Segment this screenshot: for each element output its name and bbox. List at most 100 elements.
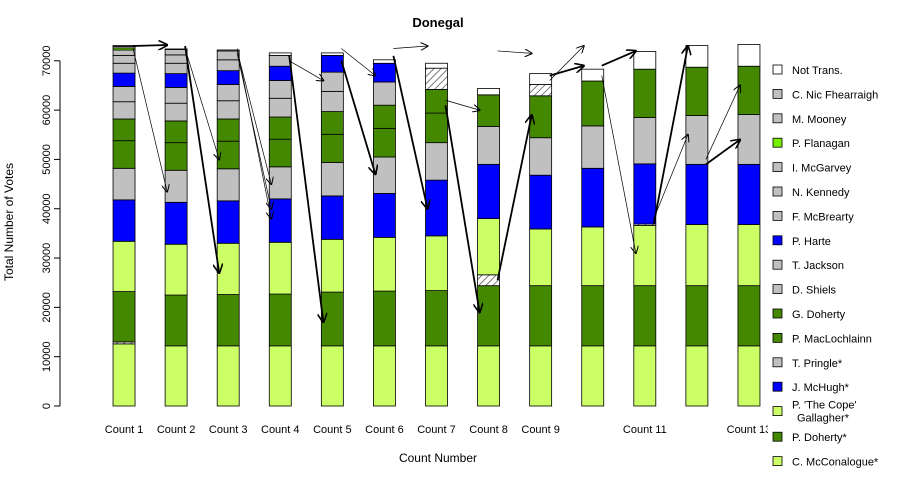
bar-segment xyxy=(112,86,136,103)
bar-segment xyxy=(425,179,448,237)
transfer-arrow xyxy=(496,115,532,281)
bar-segment xyxy=(529,345,553,407)
bar-segment xyxy=(164,102,188,122)
bar-segment xyxy=(425,345,448,407)
bar-segment xyxy=(685,115,709,165)
legend-item: M. Mooney xyxy=(772,113,847,126)
bar-segment xyxy=(216,49,240,52)
bar-segment xyxy=(216,118,240,142)
bar-segment xyxy=(529,228,553,287)
bar-segment xyxy=(320,238,344,293)
bar-segment xyxy=(112,62,136,74)
bar-segment xyxy=(320,54,344,73)
legend-swatch xyxy=(772,406,783,417)
bar-segment xyxy=(164,87,188,104)
bar-segment xyxy=(268,198,292,243)
bar-segment xyxy=(581,226,605,287)
legend-item: P. Flanagan xyxy=(772,137,850,150)
bar-segment xyxy=(477,345,500,407)
bar-surplus-segment xyxy=(529,84,553,97)
y-tick-label: 50000 xyxy=(41,144,53,175)
legend-swatch xyxy=(772,113,783,124)
bar-segment xyxy=(529,73,553,85)
bar-segment xyxy=(581,125,605,169)
bar-stack xyxy=(320,52,344,407)
bar-surplus-segment xyxy=(477,274,500,287)
legend-swatch xyxy=(772,235,783,246)
legend-label: M. Mooney xyxy=(792,114,847,126)
legend-item: T. Jackson xyxy=(772,259,844,272)
bar-segment xyxy=(164,201,188,245)
legend-swatch xyxy=(772,259,783,270)
bar-segment xyxy=(164,49,188,56)
bar-segment xyxy=(320,52,344,56)
transfer-arrow xyxy=(497,51,532,53)
bar-segment xyxy=(633,163,657,225)
bar-stack xyxy=(112,45,136,407)
legend-background xyxy=(768,58,892,474)
x-tick-label: Count 3 xyxy=(209,424,248,436)
bar-stack xyxy=(268,52,292,407)
legend-label: D. Shiels xyxy=(792,285,837,297)
bar-segment xyxy=(737,65,761,115)
bar-segment xyxy=(373,62,396,83)
x-tick-label: Count 5 xyxy=(313,424,352,436)
bar-stack xyxy=(529,73,553,407)
bar-segment xyxy=(216,140,240,170)
legend-item: D. Shiels xyxy=(772,284,837,297)
bar-segment xyxy=(633,285,657,347)
transfer-arrow xyxy=(705,140,740,166)
legend-item: I. McGarvey xyxy=(772,162,852,175)
y-tick-label: 0 xyxy=(41,403,53,409)
legend: Not Trans. C. Nic Fhearraigh M. Mooney P. F… xyxy=(768,58,892,474)
bar-segment xyxy=(581,80,605,127)
bar-segment xyxy=(581,345,605,407)
legend-swatch xyxy=(772,284,783,295)
bar-segment xyxy=(216,59,240,72)
transfer-arrow xyxy=(236,50,271,184)
bar-segment xyxy=(164,243,188,296)
legend-swatch xyxy=(772,431,783,442)
bar-stack xyxy=(581,68,605,407)
transfer-arrow xyxy=(184,45,219,273)
bar-segment xyxy=(581,167,605,228)
bar-segment xyxy=(633,117,657,165)
bar-segment xyxy=(268,116,292,140)
bar-segment xyxy=(529,174,553,230)
bar-segment xyxy=(373,81,396,106)
bar-segment xyxy=(373,104,396,129)
bar-segment xyxy=(216,294,240,347)
bar-segment xyxy=(164,142,188,171)
legend-item: G. Doherty xyxy=(772,308,846,321)
bar-segment xyxy=(581,68,605,82)
legend-label: T. Jackson xyxy=(792,260,844,272)
bar-segment xyxy=(477,88,500,96)
bar-segment xyxy=(373,345,396,407)
legend-label: P. MacLochlainn xyxy=(792,333,872,345)
legend-item: Not Trans. xyxy=(772,64,843,77)
bar-segment xyxy=(477,218,500,276)
bar-segment xyxy=(425,235,448,292)
bar-segment xyxy=(633,345,657,407)
transfer-arrow xyxy=(549,46,584,81)
x-tick-label: Count 11 xyxy=(623,424,667,436)
bar-segment xyxy=(216,242,240,295)
bar-stack xyxy=(685,45,709,407)
bar-segment xyxy=(633,225,657,287)
x-tick-label: Count 7 xyxy=(417,424,456,436)
bar-stack xyxy=(216,49,240,407)
legend-swatch xyxy=(772,64,783,75)
legend-swatch xyxy=(772,456,783,467)
x-tick-label: Count 6 xyxy=(365,424,404,436)
bar-segment xyxy=(268,54,292,67)
legend-item: C. Nic Fhearraigh xyxy=(772,89,878,101)
transfer-arrow xyxy=(341,48,375,75)
bar-segment xyxy=(268,80,292,99)
bar-segment xyxy=(373,193,396,238)
legend-label: F. McBrearty xyxy=(792,211,854,223)
transfer-arrow xyxy=(445,99,480,110)
bar-segment xyxy=(112,54,136,64)
bar-segment xyxy=(320,111,344,135)
bar-segment xyxy=(216,70,240,85)
